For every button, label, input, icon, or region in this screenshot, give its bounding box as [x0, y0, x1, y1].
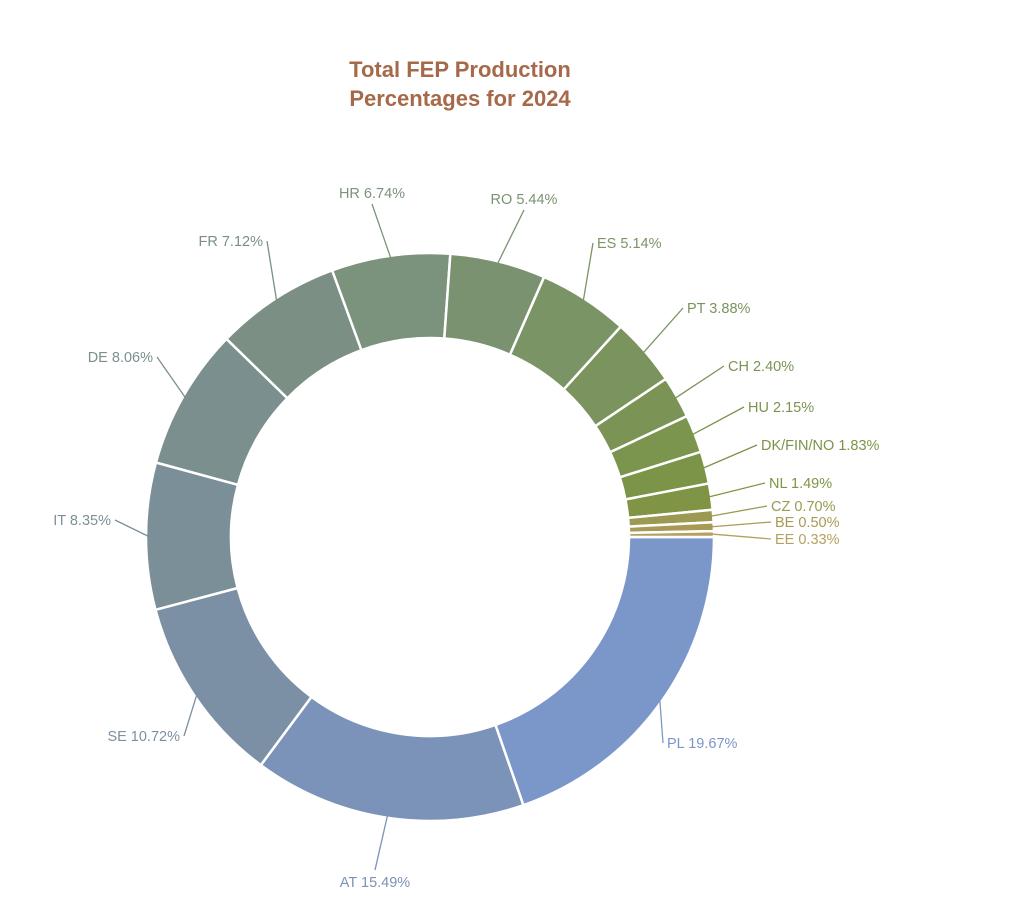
data-label-hr: HR 6.74% — [339, 186, 405, 202]
leader-line-nl — [708, 482, 766, 498]
leader-line-fr — [266, 240, 278, 301]
data-label-ch: CH 2.40% — [728, 359, 794, 375]
leader-line-de — [156, 356, 186, 398]
data-label-pl: PL 19.67% — [667, 736, 738, 752]
chart-title-line-2: Percentages for 2024 — [349, 86, 571, 111]
leader-line-hr — [371, 203, 392, 258]
data-label-hu: HU 2.15% — [748, 400, 814, 416]
leader-line-se — [183, 695, 198, 737]
data-label-de: DE 8.06% — [88, 350, 153, 366]
data-label-be: BE 0.50% — [775, 515, 840, 531]
leader-line-be — [711, 521, 772, 528]
data-label-pt: PT 3.88% — [687, 301, 751, 317]
data-label-ro: RO 5.44% — [491, 192, 558, 208]
leader-line-es — [582, 242, 594, 301]
leader-line-ee — [711, 533, 772, 540]
data-label-it: IT 8.35% — [53, 513, 111, 529]
data-label-fr: FR 7.12% — [199, 234, 264, 250]
leader-line-ro — [497, 209, 525, 264]
slice-at — [259, 695, 525, 823]
slice-pl — [493, 535, 716, 807]
slice-ee — [627, 529, 716, 539]
data-label-dk-fin-no: DK/FIN/NO 1.83% — [761, 438, 880, 454]
data-label-at: AT 15.49% — [340, 875, 411, 891]
leader-line-dk-fin-no — [703, 444, 758, 469]
chart-title-line-1: Total FEP Production — [349, 57, 571, 82]
leader-line-pt — [642, 307, 684, 354]
leader-line-it — [114, 519, 149, 537]
chart-title: Total FEP Production Percentages for 202… — [300, 55, 620, 113]
leader-line-cz — [711, 505, 768, 517]
slice-it — [144, 460, 240, 612]
data-label-ee: EE 0.33% — [775, 532, 840, 548]
data-label-es: ES 5.14% — [597, 236, 662, 252]
data-label-nl: NL 1.49% — [769, 476, 832, 492]
leader-line-hu — [692, 406, 745, 436]
leader-line-ch — [675, 365, 725, 399]
leader-line-pl — [659, 700, 664, 744]
data-label-se: SE 10.72% — [107, 729, 180, 745]
leader-line-at — [374, 815, 389, 871]
data-label-cz: CZ 0.70% — [771, 499, 836, 515]
